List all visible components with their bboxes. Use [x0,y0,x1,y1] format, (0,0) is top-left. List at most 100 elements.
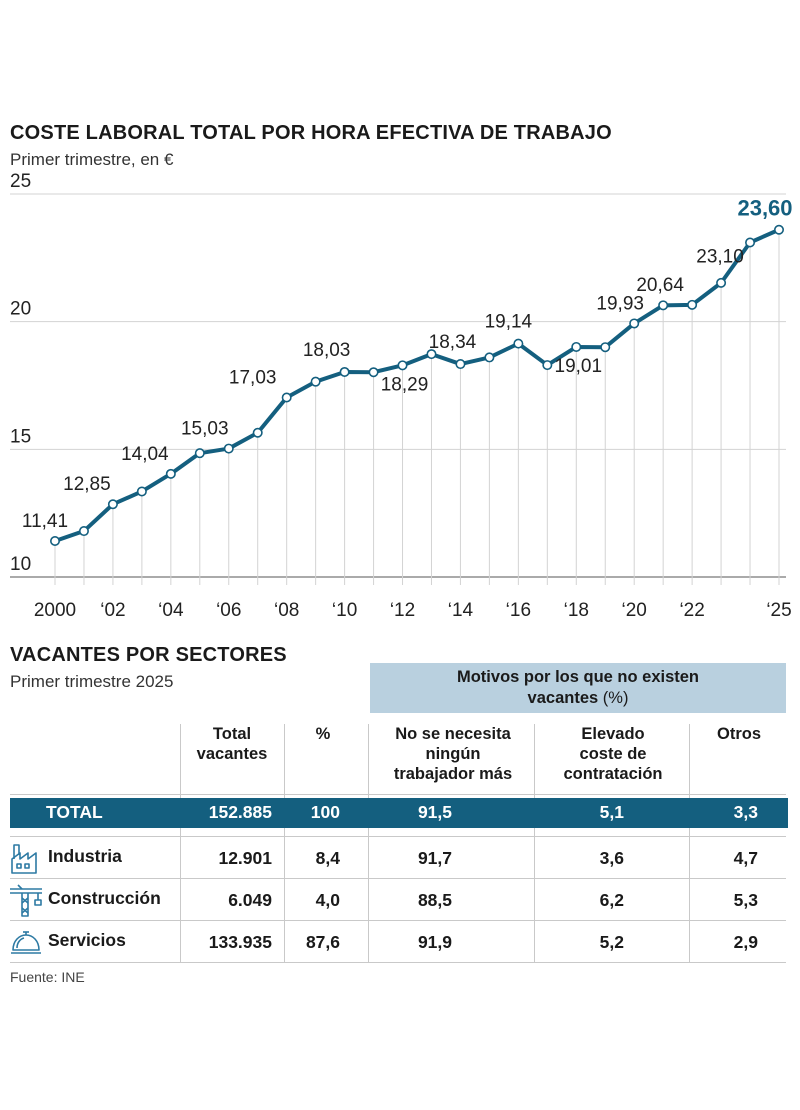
data-point [281,392,292,403]
industria-elevado: 3,6 [599,848,624,868]
col-header-no-necesita: No se necesita ningún trabajador más [393,725,513,783]
total-row-otros: 3,3 [733,802,758,822]
construccion-pct: 4,0 [315,890,340,910]
row-divider [10,836,786,837]
source-note: Fuente: INE [10,969,85,985]
col-divider [534,724,535,962]
servicios-no-necesita: 91,9 [417,932,452,952]
data-point [339,366,350,377]
x-tick-label: ‘04 [158,600,184,621]
col-divider [368,724,369,962]
factory-icon [11,844,37,874]
data-label: 12,85 [63,474,111,495]
y-tick-label: 20 [10,299,31,320]
total-row-label: TOTAL [46,802,103,822]
data-label: 19,14 [485,312,533,333]
motivos-header-text: Motivos por los que no existen vacantes [456,668,700,707]
x-tick-label: ‘20 [622,600,647,621]
motivos-header: Motivos por los que no existen vacantes … [370,663,786,713]
data-label: 18,03 [303,340,351,361]
x-tick-label: ‘02 [100,600,125,621]
data-point [194,448,205,459]
col-divider [284,724,285,962]
total-row: TOTAL 152.885 100 91,5 5,1 3,3 [10,798,788,828]
data-label: 19,93 [596,293,644,314]
data-point [49,535,60,546]
crane-icon [10,884,42,917]
x-tick-label: ‘25 [766,600,791,621]
table-subtitle: Primer trimestre 2025 [10,672,174,691]
service-bell-icon [11,931,41,954]
servicios-total: 133.935 [208,932,272,952]
industria-no-necesita: 91,7 [417,848,452,868]
data-label: 14,04 [121,444,169,465]
data-point [310,376,321,387]
x-tick-label: ‘14 [448,600,474,621]
data-label: 20,64 [636,275,684,296]
data-point [107,499,118,510]
chart-title: COSTE LABORAL TOTAL POR HORA EFECTIVA DE… [10,122,612,144]
data-label: 15,03 [181,419,229,440]
data-point [78,526,89,537]
col-header-total: Total vacantes [196,725,268,763]
data-point [571,341,582,352]
col-divider [689,724,690,962]
construccion-no-necesita: 88,5 [417,890,452,910]
data-point [513,338,524,349]
data-label: 18,34 [429,332,477,353]
x-tick-label: ‘10 [332,600,357,621]
industria-pct: 8,4 [315,848,340,868]
row-divider [10,794,786,795]
total-row-total: 152.885 [208,802,272,822]
row-label-industria: Industria [48,846,122,866]
col-header-pct: % [315,725,331,743]
data-label: 11,41 [22,511,68,532]
data-label: 19,01 [555,356,603,377]
y-tick-label: 15 [10,426,31,447]
data-point [252,427,263,438]
data-point [484,352,495,363]
construccion-otros: 5,3 [733,890,758,910]
y-tick-label: 25 [10,171,31,192]
industria-otros: 4,7 [733,848,758,868]
data-point [745,237,756,248]
row-label-servicios: Servicios [48,930,126,950]
motivos-header-unit: (%) [602,689,629,707]
col-header-otros: Otros [716,725,761,743]
x-tick-label: ‘18 [564,600,589,621]
col-divider [180,724,181,962]
servicios-otros: 2,9 [733,932,758,952]
col-header-elevado: Elevado coste de contratación [563,725,663,783]
total-row-elevado: 5,1 [599,802,624,822]
y-tick-label: 10 [10,554,31,575]
data-point [397,360,408,371]
data-label-highlight: 23,60 [737,196,792,221]
data-point [687,299,698,310]
servicios-elevado: 5,2 [599,932,624,952]
data-point [455,359,466,370]
data-point [773,224,784,235]
industria-total: 12.901 [218,848,272,868]
row-divider [10,962,786,963]
x-tick-label: ‘06 [216,600,241,621]
data-point [600,342,611,353]
data-point [658,300,669,311]
data-point [542,360,553,371]
total-row-no-necesita: 91,5 [417,802,452,822]
data-point [165,468,176,479]
data-point [136,486,147,497]
series-line [54,227,780,543]
servicios-pct: 87,6 [305,932,340,952]
data-label: 18,29 [381,374,429,395]
data-point [716,277,727,288]
total-row-pct: 100 [310,802,340,822]
chart-subtitle: Primer trimestre, en € [10,150,174,169]
row-divider [10,878,786,879]
table-title: VACANTES POR SECTORES [10,644,287,666]
x-tick-label: ‘22 [679,600,704,621]
data-point [368,367,379,378]
construccion-elevado: 6,2 [599,890,624,910]
data-point [629,318,640,329]
x-tick-label: ‘12 [390,600,415,621]
